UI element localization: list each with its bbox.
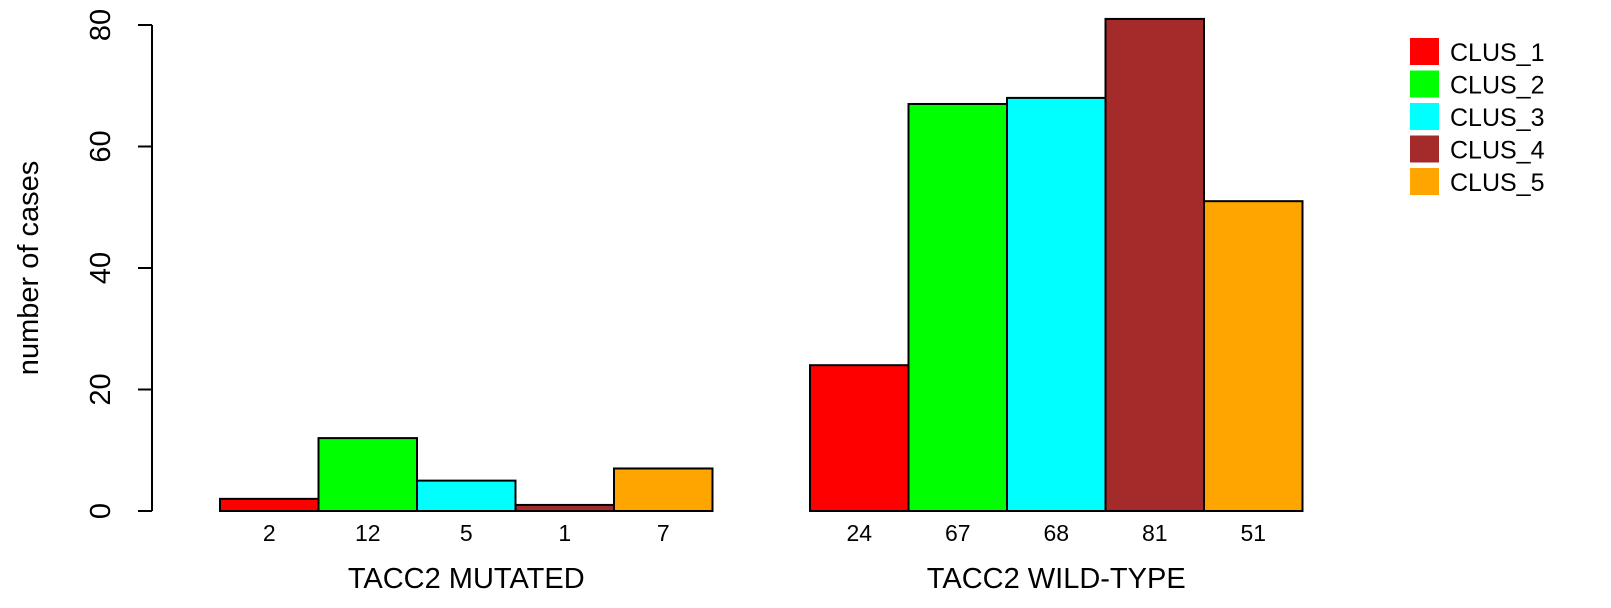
y-tick-label: 40: [85, 252, 117, 284]
bar: [1006, 96, 1107, 513]
y-tick-label: 20: [85, 373, 117, 405]
y-axis: 0 20 40 60 80: [85, 9, 153, 519]
legend-swatch: [1410, 70, 1439, 98]
y-axis-label: number of cases: [13, 161, 45, 375]
legend-label: CLUS_1: [1450, 39, 1545, 67]
bar: [809, 364, 910, 513]
bar-value-labels: 2 12 5 1 7 24 67 68 81 51: [263, 520, 1266, 546]
group-labels: TACC2 MUTATED TACC2 WILD-TYPE: [348, 563, 1186, 595]
bar-value-label: 1: [558, 520, 571, 546]
bar-value-label: 81: [1142, 520, 1168, 546]
bar: [1203, 200, 1304, 513]
bar-value-label: 7: [657, 520, 670, 546]
bar-value-label: 67: [945, 520, 971, 546]
group-label: TACC2 WILD-TYPE: [927, 563, 1186, 595]
bar: [514, 503, 615, 512]
bar-value-label: 51: [1240, 520, 1266, 546]
bar: [1104, 17, 1205, 513]
bar: [317, 437, 418, 513]
bars: [219, 17, 1304, 513]
bar-value-label: 24: [846, 520, 872, 546]
y-tick-label: 60: [85, 130, 117, 162]
bar-value-label: 12: [355, 520, 381, 546]
bar: [416, 479, 517, 512]
y-tick-label: 0: [85, 503, 117, 519]
bar-value-label: 68: [1043, 520, 1069, 546]
bar-value-label: 5: [460, 520, 473, 546]
group-label: TACC2 MUTATED: [348, 563, 585, 595]
bar-value-label: 2: [263, 520, 276, 546]
legend-label: CLUS_3: [1450, 104, 1545, 132]
bar: [907, 102, 1008, 512]
legend-label: CLUS_5: [1450, 169, 1545, 197]
y-tick-label: 80: [85, 9, 117, 41]
legend-swatch: [1410, 38, 1439, 65]
legend-swatch: [1410, 168, 1439, 195]
legend-label: CLUS_4: [1450, 137, 1545, 165]
legend: CLUS_1 CLUS_2 CLUS_3 CLUS_4 CLUS_5: [1410, 38, 1545, 197]
legend-label: CLUS_2: [1450, 72, 1545, 100]
legend-swatch: [1410, 135, 1439, 163]
bar: [613, 467, 714, 513]
legend-swatch: [1410, 103, 1439, 130]
bar: [219, 497, 320, 513]
